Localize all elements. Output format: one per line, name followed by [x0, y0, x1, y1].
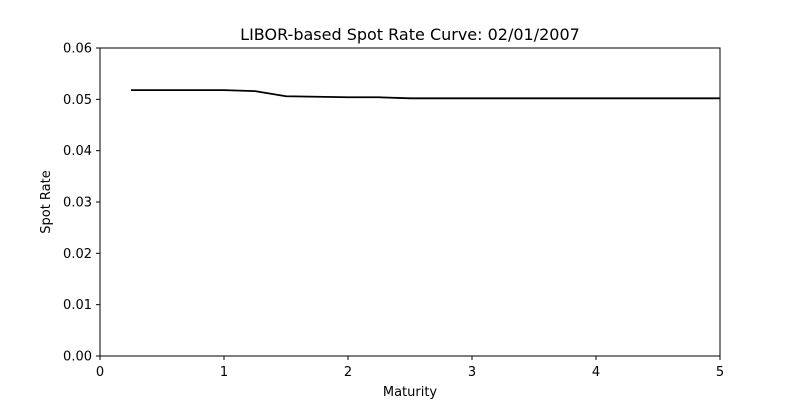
chart-title: LIBOR-based Spot Rate Curve: 02/01/2007 [240, 25, 580, 44]
x-axis-ticks: 0 1 2 3 4 5 [96, 356, 724, 380]
y-axis-ticks: 0.00 0.01 0.02 0.03 0.04 0.05 0.06 [63, 42, 100, 365]
y-tick-label: 0.01 [63, 298, 92, 313]
y-axis-label: Spot Rate [39, 170, 54, 234]
x-tick-label: 5 [716, 365, 724, 380]
x-tick-label: 4 [592, 365, 600, 380]
y-tick-label: 0.03 [63, 196, 92, 211]
x-tick-label: 1 [220, 365, 228, 380]
y-tick-label: 0.02 [63, 247, 92, 262]
spot-rate-line [131, 89, 720, 100]
x-tick-label: 2 [344, 365, 352, 380]
y-tick-label: 0.05 [63, 93, 92, 108]
x-tick-label: 0 [96, 365, 104, 380]
x-tick-label: 3 [468, 365, 476, 380]
plot-frame [99, 47, 721, 357]
y-tick-label: 0.06 [63, 42, 92, 57]
plot-area [131, 89, 720, 100]
x-axis-label: Maturity [383, 385, 438, 400]
y-tick-label: 0.00 [63, 350, 92, 365]
y-tick-label: 0.04 [63, 144, 92, 159]
